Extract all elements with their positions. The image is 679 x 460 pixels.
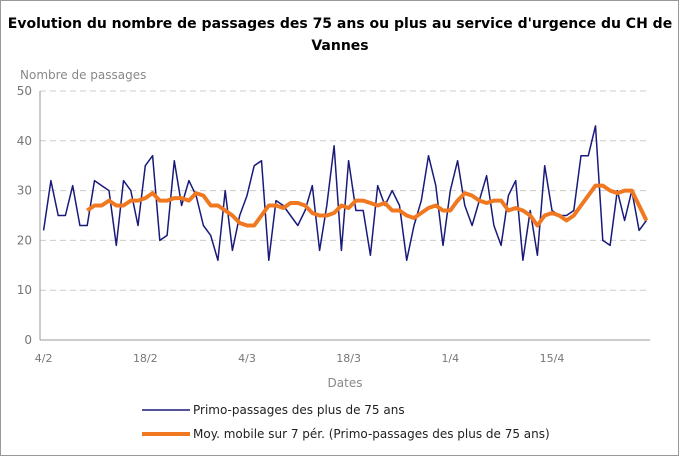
x-tick-label: 1/4 (441, 352, 459, 365)
legend-label: Moy. mobile sur 7 pér. (Primo-passages d… (193, 427, 550, 441)
x-tick-label: 4/2 (35, 352, 53, 365)
y-tick-label: 20 (17, 233, 32, 247)
y-tick-label: 50 (17, 84, 32, 98)
y-tick-label: 30 (17, 184, 32, 198)
x-tick-label: 15/4 (540, 352, 565, 365)
y-tick-label: 10 (17, 283, 32, 297)
legend-label: Primo-passages des plus de 75 ans (193, 403, 405, 417)
chart-title: Evolution du nombre de passages des 75 a… (8, 16, 672, 32)
chart-title: Vannes (311, 38, 368, 54)
y-axis-label: Nombre de passages (20, 68, 146, 82)
y-tick-label: 40 (17, 134, 32, 148)
x-axis-label: Dates (328, 376, 363, 390)
x-tick-label: 18/2 (133, 352, 158, 365)
x-tick-label: 4/3 (238, 352, 256, 365)
y-tick-label: 0 (24, 333, 32, 347)
x-tick-label: 18/3 (336, 352, 361, 365)
series-line (86, 183, 649, 228)
